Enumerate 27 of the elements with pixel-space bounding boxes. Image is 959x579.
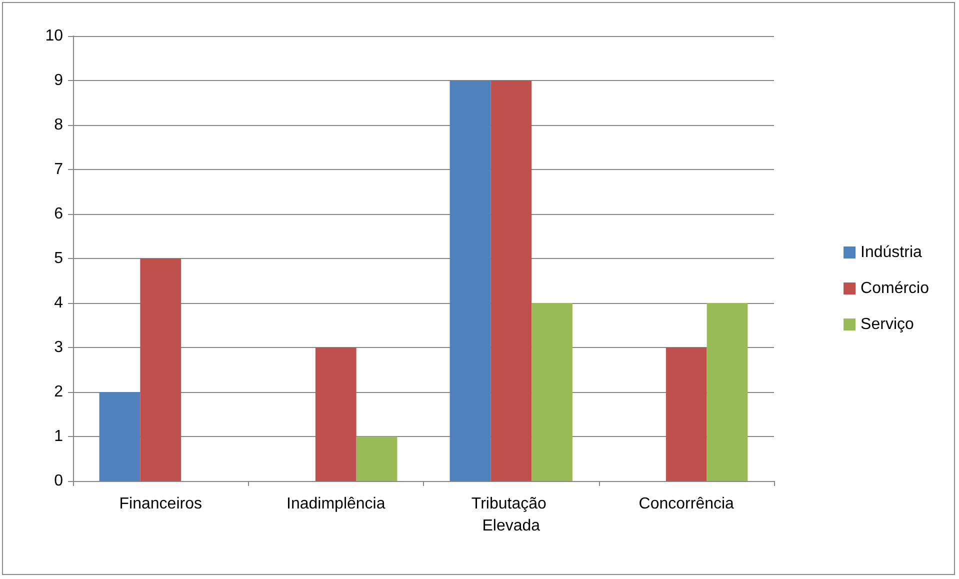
y-tick-label: 7 bbox=[54, 161, 64, 178]
bar bbox=[666, 348, 707, 481]
bar bbox=[450, 80, 491, 481]
y-tick-label: 4 bbox=[54, 294, 64, 312]
y-tick-label: 3 bbox=[54, 339, 64, 356]
bar bbox=[99, 392, 140, 481]
x-tick-label: Inadimplência bbox=[286, 496, 386, 512]
y-tick-label: 0 bbox=[54, 472, 64, 490]
x-tick-label: Concorrência bbox=[638, 496, 734, 512]
legend-label: Serviço bbox=[860, 316, 914, 333]
bar bbox=[490, 80, 532, 481]
bar bbox=[532, 303, 572, 481]
bar bbox=[706, 303, 748, 481]
legend-label: Indústria bbox=[860, 244, 922, 261]
bar bbox=[315, 348, 356, 481]
y-tick-label: 8 bbox=[54, 116, 64, 134]
x-tick-label: Tributação Elevada bbox=[471, 496, 551, 534]
y-tick-label: 6 bbox=[54, 206, 64, 222]
y-tick-label: 1 bbox=[54, 428, 64, 445]
y-tick-label: 2 bbox=[54, 384, 64, 400]
y-tick-label: 10 bbox=[45, 28, 64, 44]
bar bbox=[140, 258, 182, 481]
y-tick-label: 9 bbox=[54, 72, 64, 89]
legend-label: Comércio bbox=[860, 280, 930, 297]
y-tick-label: 5 bbox=[54, 250, 64, 267]
x-tick-label: Financeiros bbox=[119, 496, 202, 512]
bar bbox=[356, 436, 398, 481]
